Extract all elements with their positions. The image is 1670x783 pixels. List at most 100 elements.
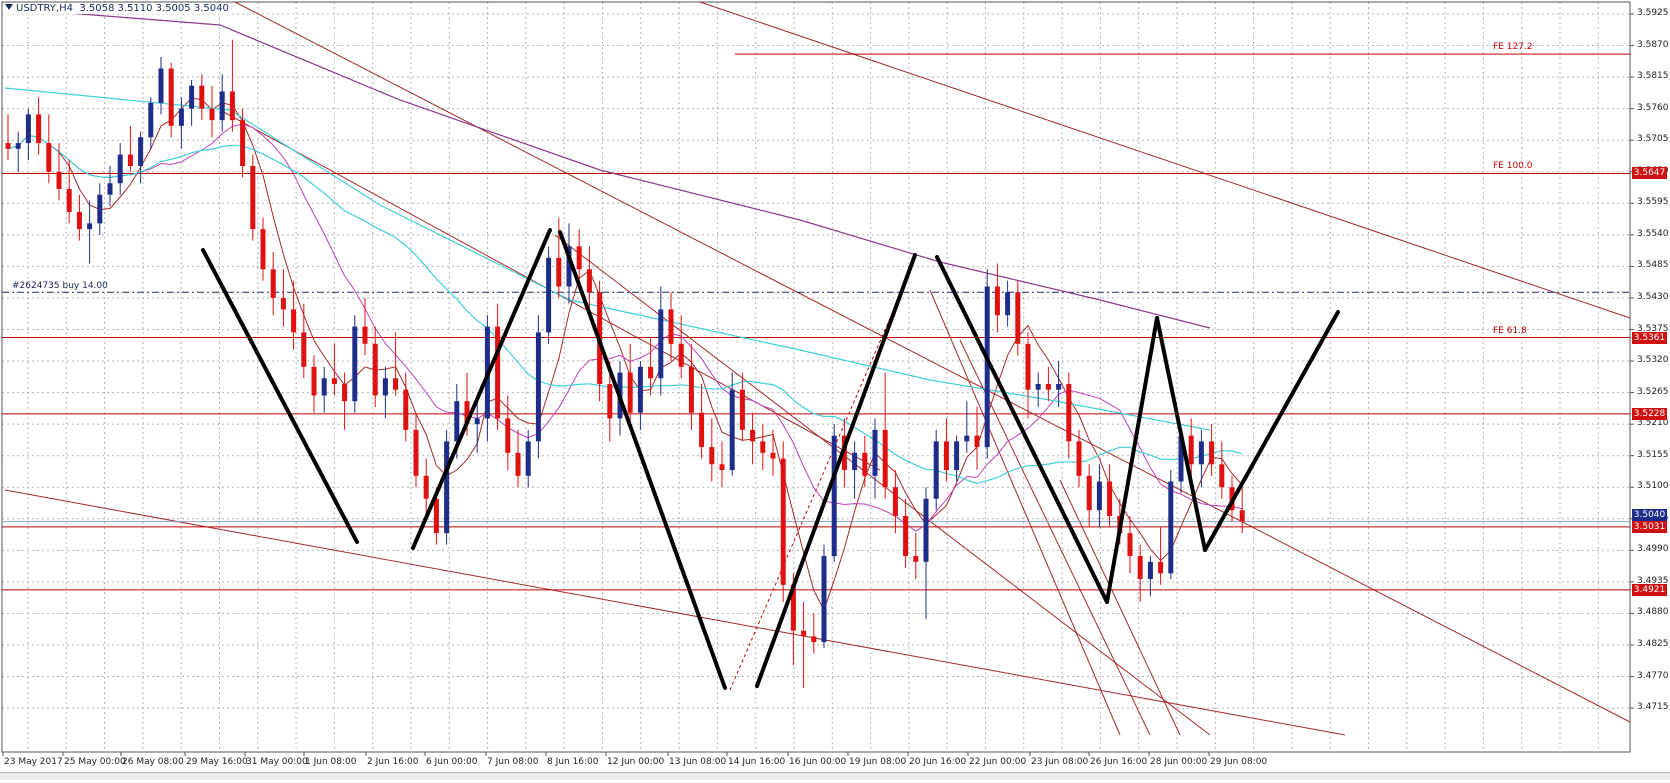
x-tick-label: 1 Jun 08:00	[305, 757, 357, 767]
candle-body	[576, 246, 582, 270]
chart-title: USDTRY,H4 3.5058 3.5110 3.5005 3.5040	[3, 3, 231, 14]
x-tick-label: 12 Jun 00:00	[607, 757, 665, 767]
candle-body	[5, 143, 11, 149]
candle-body	[1066, 383, 1072, 442]
candle-body	[943, 441, 949, 471]
candle-body	[474, 418, 480, 425]
x-tick-label: 23 May 2017	[4, 757, 63, 767]
candle-body	[301, 332, 307, 367]
candle-body	[566, 246, 572, 287]
x-tick-label: 28 Jun 00:00	[1150, 757, 1208, 767]
candle-body	[1239, 510, 1245, 522]
x-tick-label: 29 May 16:00	[186, 757, 248, 767]
candle-body	[168, 68, 174, 126]
ma-cyan-line	[4, 87, 1211, 431]
candle-body	[138, 137, 144, 167]
y-tick-label: 3.5540	[1637, 228, 1669, 239]
candle-body	[903, 515, 909, 557]
candle-body	[790, 584, 796, 631]
candle-body	[668, 309, 674, 344]
candle-body	[495, 326, 501, 419]
x-tick-label: 14 Jun 16:00	[728, 757, 786, 767]
y-tick-label: 3.5375	[1637, 323, 1669, 334]
candle-body	[15, 143, 21, 149]
candle-body	[87, 223, 93, 230]
ma-fast-line	[7, 97, 1243, 612]
y-tick-label: 3.5210	[1637, 418, 1669, 429]
level-label: FE 61.8	[1493, 325, 1527, 336]
candle-body	[403, 389, 409, 430]
candle-body	[699, 412, 705, 448]
y-tick-label: 3.4825	[1637, 639, 1669, 649]
candle-body	[933, 441, 939, 499]
candle-body	[1127, 533, 1133, 557]
ma-medium-line	[7, 123, 1243, 532]
candle-body	[1209, 441, 1215, 465]
y-tick-label: 3.5815	[1637, 71, 1669, 82]
candle-body	[1015, 292, 1021, 344]
level-label: FE 127.2	[1493, 42, 1533, 53]
candle-body	[291, 309, 297, 333]
x-tick-label: 25 May 00:00	[64, 757, 126, 767]
candle-body	[535, 332, 541, 442]
trendline	[234, 1, 1631, 723]
symbol-label: USDTRY,H4	[16, 3, 73, 14]
x-tick-label: 2 Jun 16:00	[367, 757, 419, 767]
x-tick-label: 23 Jun 08:00	[1031, 757, 1089, 767]
candle-body	[240, 120, 246, 167]
y-tick-label: 3.5100	[1637, 481, 1669, 492]
dropdown-triangle-icon[interactable]	[5, 4, 13, 10]
candle-body	[189, 85, 195, 109]
horizontal-levels[interactable]	[2, 53, 1630, 591]
candle-body	[1158, 561, 1164, 574]
price-box: 3.5361	[1632, 331, 1667, 344]
zigzag-stroke	[1203, 310, 1340, 552]
drawn-zigzag-pattern[interactable]	[201, 228, 1340, 690]
candle-body	[801, 630, 807, 637]
zigzag-stroke	[1105, 316, 1159, 604]
candle-body	[280, 297, 286, 310]
candle-body	[1086, 475, 1092, 511]
y-tick-label: 3.5320	[1637, 355, 1669, 366]
candle-body	[1219, 464, 1225, 488]
candle-body	[750, 429, 756, 442]
candle-body	[984, 286, 990, 448]
y-tick-label: 3.5265	[1637, 386, 1669, 397]
price-box: 3.5040	[1632, 508, 1667, 521]
candle-body	[515, 452, 521, 476]
candle-body	[882, 429, 888, 488]
candle-body	[862, 452, 868, 476]
candle-body	[36, 114, 42, 144]
candle-body	[464, 401, 470, 425]
candle-body	[678, 343, 684, 367]
candle-body	[66, 188, 72, 212]
y-tick-label: 3.5870	[1637, 39, 1669, 50]
candle-body	[331, 378, 337, 384]
candle-body	[107, 183, 113, 195]
candle-body	[1198, 441, 1204, 465]
grid	[2, 2, 1634, 756]
candle-body	[311, 366, 317, 396]
candle-body	[1096, 481, 1102, 511]
candle-body	[637, 366, 643, 413]
x-tick-label: 8 Jun 16:00	[547, 757, 599, 767]
candle-body	[352, 326, 358, 402]
candle-body	[892, 487, 898, 516]
candle-body	[770, 452, 776, 459]
trendline	[929, 289, 1121, 736]
candle-body	[76, 211, 82, 230]
candle-body	[148, 102, 154, 138]
y-tick-label: 3.4715	[1637, 702, 1669, 713]
candle-body	[546, 257, 552, 333]
y-tick-label: 3.5705	[1637, 134, 1669, 145]
candle-body	[372, 343, 378, 396]
candle-body	[627, 372, 633, 413]
candle-body	[586, 269, 592, 293]
candle-body	[688, 366, 694, 413]
candle-body	[56, 171, 62, 189]
candle-body	[964, 435, 970, 442]
candle-body	[413, 429, 419, 476]
candle-body	[1137, 556, 1143, 580]
